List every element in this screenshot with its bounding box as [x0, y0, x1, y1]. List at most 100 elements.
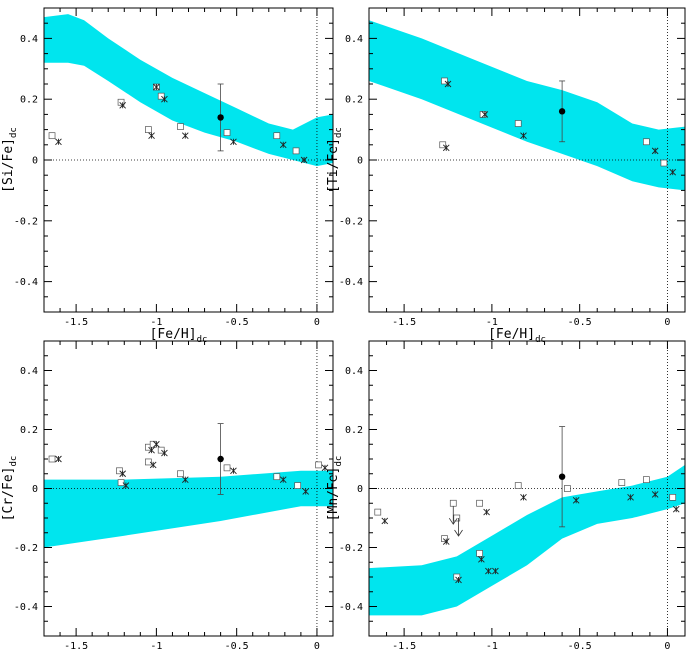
data-point-square: [476, 499, 483, 507]
data-point-square: [441, 535, 448, 543]
data-point-asterisk: [627, 494, 634, 501]
y-axis-label: [Ti/Fe]dc: [326, 127, 344, 193]
data-point-square: [223, 129, 231, 136]
y-axis-label-subscript: dc: [334, 127, 344, 138]
data-point-square: [514, 120, 522, 127]
y-tick-label: -0.4: [339, 602, 363, 613]
data-point-square: [564, 485, 571, 492]
y-axis-label-subscript: dc: [9, 127, 19, 138]
y-tick-label: -0.2: [14, 543, 38, 554]
data-point-square: [453, 514, 461, 522]
x-tick-label: -1.5: [392, 641, 416, 650]
y-axis-label-main: [Si/Fe]: [1, 138, 16, 193]
y-tick-label: 0.4: [345, 366, 363, 377]
data-point-asterisk: [148, 446, 155, 454]
data-point-square: [177, 123, 184, 130]
data-point-asterisk: [161, 95, 168, 103]
data-point-asterisk: [181, 476, 189, 483]
y-tick-label: 0.4: [20, 34, 38, 45]
data-point-square: [117, 98, 125, 106]
panel-mn-fe: -1.5-1-0.50-0.4-0.200.20.4[Fe/H]dc[Mn/Fe…: [326, 340, 686, 650]
y-tick-label: 0.4: [345, 34, 363, 45]
data-point-square: [117, 479, 125, 486]
y-tick-label: -0.2: [339, 543, 363, 554]
data-point-square: [618, 479, 626, 486]
y-tick-label: 0.2: [20, 95, 38, 106]
data-point-asterisk: [55, 138, 62, 146]
data-point-asterisk: [302, 488, 310, 495]
data-point-square: [479, 111, 487, 118]
y-axis-label: [Cr/Fe]dc: [1, 456, 19, 522]
data-point-asterisk: [321, 464, 329, 472]
upper-limit-arrow: [448, 506, 458, 525]
data-point-square: [294, 482, 302, 489]
data-point-asterisk: [669, 168, 677, 176]
x-tick-label: -1.5: [392, 317, 416, 328]
panel-cr-fe: -1.5-1-0.50-0.4-0.200.20.4[Fe/H]dc[Cr/Fe…: [1, 340, 334, 650]
data-point-asterisk: [444, 80, 452, 88]
y-axis-label: [Mn/Fe]dc: [326, 456, 344, 522]
data-point-square: [48, 132, 56, 140]
y-axis-label-main: [Mn/Fe]: [326, 467, 341, 522]
data-point-asterisk: [153, 83, 160, 91]
highlight-point: [558, 108, 566, 115]
x-axis-label-subscript: dc: [197, 335, 208, 345]
data-point-square: [669, 494, 677, 501]
data-point-asterisk: [520, 132, 527, 139]
data-point-square: [273, 473, 281, 481]
data-point-asterisk: [119, 470, 126, 478]
data-point-square: [374, 508, 382, 516]
y-tick-label: 0: [357, 484, 363, 495]
y-tick-label: 0.2: [345, 95, 363, 106]
x-tick-label: 0: [314, 317, 320, 328]
data-point-asterisk: [55, 455, 62, 463]
data-point-square: [643, 476, 650, 483]
x-tick-label: -0.5: [568, 317, 592, 328]
data-point-asterisk: [442, 144, 450, 152]
data-point-asterisk: [279, 141, 287, 149]
y-tick-label: -0.2: [339, 216, 363, 227]
model-band: [369, 20, 685, 191]
x-tick-label: -0.5: [225, 641, 249, 650]
x-axis-label-subscript: dc: [535, 335, 546, 345]
data-point-asterisk: [149, 461, 157, 469]
data-point-square: [292, 147, 300, 155]
upper-limit-arrow: [454, 518, 463, 537]
data-point-asterisk: [478, 555, 485, 563]
data-point-square: [439, 141, 447, 149]
x-tick-label: -0.5: [568, 641, 592, 650]
y-tick-label: 0: [32, 156, 38, 167]
x-tick-label: -1: [150, 641, 162, 650]
data-point-asterisk: [651, 147, 659, 155]
x-tick-label: -1: [486, 641, 498, 650]
data-point-asterisk: [455, 576, 462, 584]
x-tick-label: 0: [664, 317, 670, 328]
panel-si-fe: -1.5 -1 -0.5 0-0.4-0.200.20.4[Fe/H]dc[Si/Fe…: [1, 7, 334, 345]
data-point-asterisk: [651, 491, 659, 498]
data-point-square: [315, 461, 322, 469]
data-point-asterisk: [572, 496, 580, 504]
data-point-square: [660, 159, 668, 167]
data-point-asterisk: [148, 132, 155, 139]
data-point-asterisk: [279, 476, 287, 483]
data-point-square: [643, 138, 650, 146]
x-axis-label: [Fe/H]dc: [150, 327, 208, 345]
data-point-asterisk: [492, 567, 499, 575]
data-point-asterisk: [230, 138, 237, 146]
data-point-square: [223, 464, 231, 472]
highlight-point: [217, 114, 224, 121]
x-tick-label: -1: [150, 317, 162, 328]
data-point-asterisk: [122, 482, 130, 489]
data-point-square: [273, 132, 281, 140]
x-tick-label: 0: [664, 641, 670, 650]
model-band: [44, 14, 333, 167]
x-tick-label: -1.5: [64, 641, 88, 650]
y-axis-label-main: [Cr/Fe]: [1, 467, 16, 522]
data-point-asterisk: [483, 508, 490, 516]
data-point-square: [476, 550, 483, 557]
x-tick-label: -0.5: [225, 317, 249, 328]
data-point-asterisk: [442, 538, 450, 545]
data-point-asterisk: [300, 156, 308, 164]
y-tick-label: 0: [32, 484, 38, 495]
model-band: [369, 464, 685, 616]
